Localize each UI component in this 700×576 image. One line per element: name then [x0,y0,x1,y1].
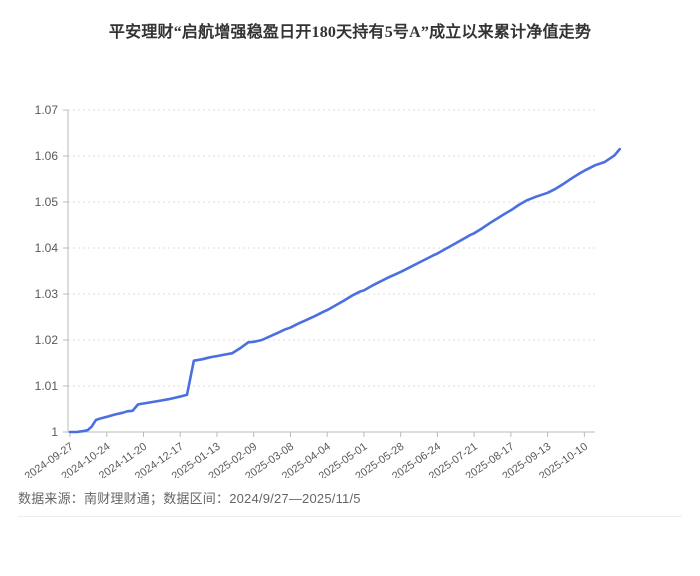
y-tick-label: 1.04 [35,241,59,255]
footer-divider [18,516,682,517]
page-title: 平安理财“启航增强稳盈日开180天持有5号A”成立以来累计净值走势 [108,24,592,41]
y-tick-label: 1 [51,425,58,439]
nav-trend-line [68,147,622,434]
line-chart-svg: 1 1.01 1.02 1.03 1.04 1.05 1.06 1.07 2024-09-27… [23,103,622,478]
gridlines [68,109,595,433]
y-tick-label: 1.01 [35,379,59,393]
y-tick-label: 1.05 [35,195,59,209]
y-axis-ticks: 1 1.01 1.02 1.03 1.04 1.05 1.06 1.07 [35,103,68,439]
y-tick-label: 1.07 [35,103,59,117]
y-tick-label: 1.02 [35,333,59,347]
y-tick-label: 1.06 [35,149,59,163]
axis-lines [67,110,595,433]
chart-plot-area: 1 1.01 1.02 1.03 1.04 1.05 1.06 1.07 2024-09-27… [0,78,700,478]
data-source-note: 数据来源：南财理财通；数据区间：2024/9/27—2025/11/5 [18,491,361,506]
y-tick-label: 1.03 [35,287,59,301]
x-axis-ticks: 2024-09-272024-10-242024-11-202024-12-17… [23,432,590,478]
